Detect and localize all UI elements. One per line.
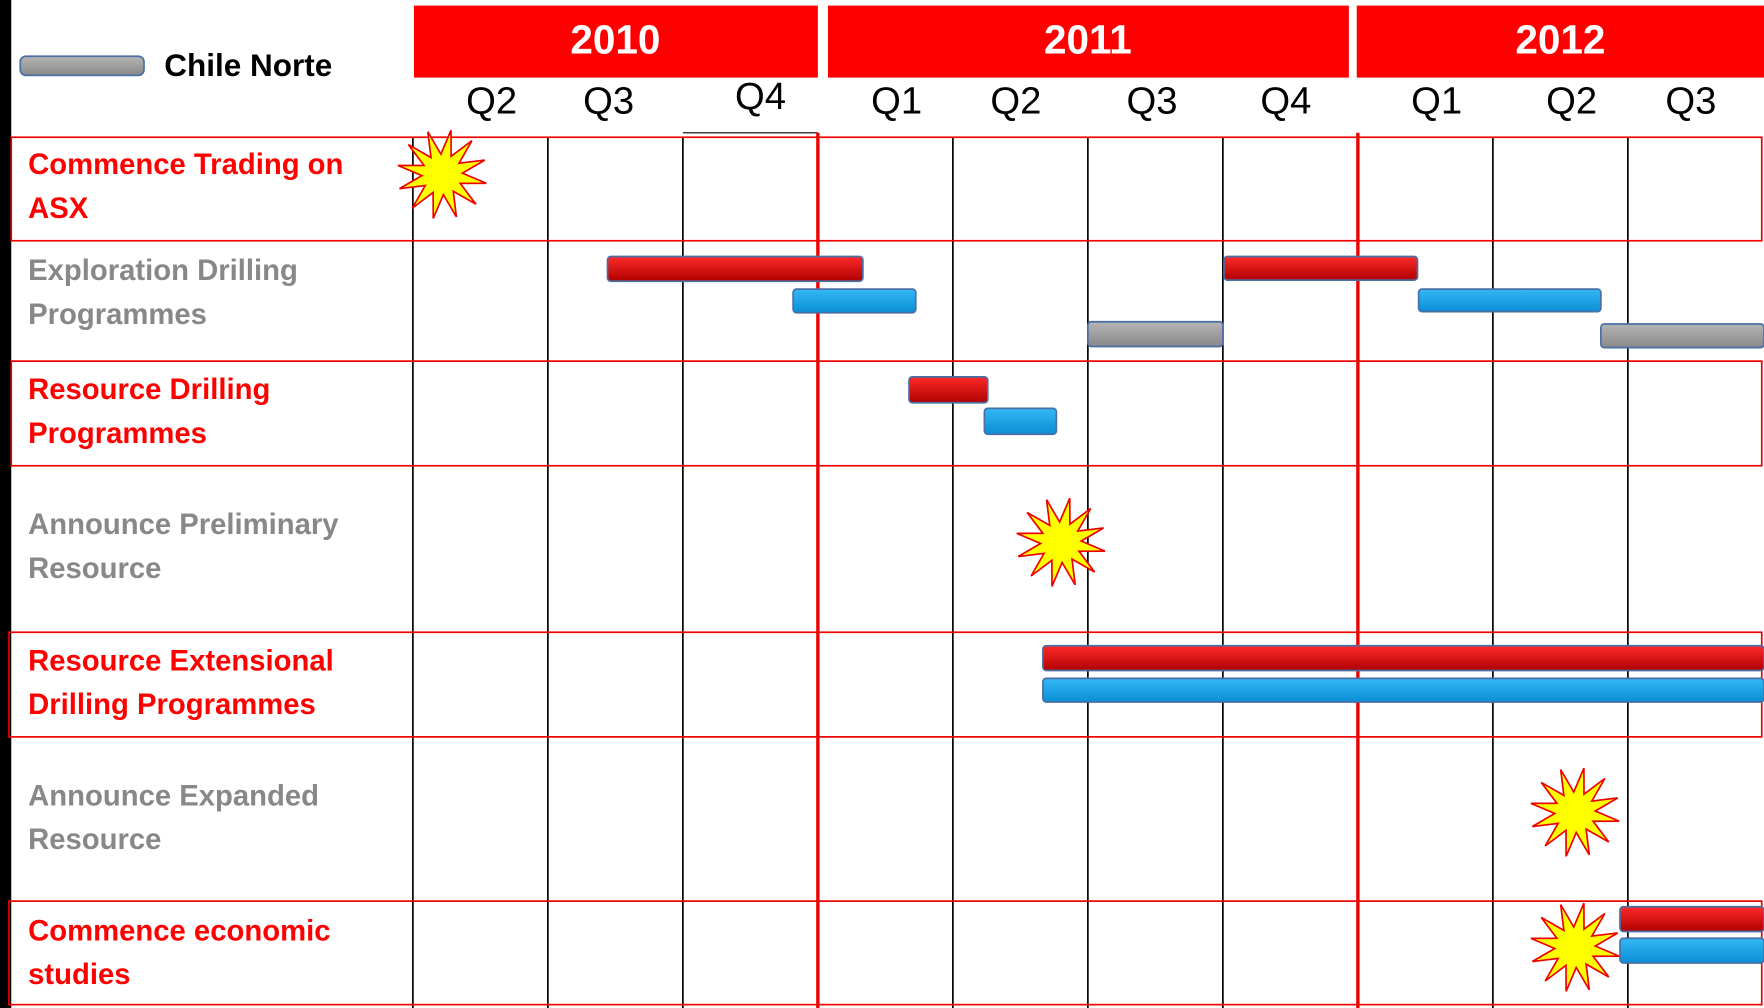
row-label: Commence economic [28,915,330,947]
year-label: 2011 [1044,16,1132,62]
bar [908,376,989,404]
bar [1042,677,1764,703]
year-header [1356,5,1764,78]
bar [792,288,917,314]
milestones [397,129,1620,992]
milestone-star [1016,497,1106,587]
bar [606,255,864,283]
quarter-label: Q2 [990,80,1041,123]
year-label: 2010 [570,16,660,62]
milestone-star [1530,902,1620,992]
bar [1223,255,1419,281]
legend-swatch [19,55,145,77]
row-label: ASX [28,193,89,225]
quarter-label: Q1 [871,80,922,123]
bar [1417,288,1602,313]
left-strip [0,0,12,1008]
bar [1619,905,1764,933]
bar [1600,323,1764,349]
row-label: Resource Extensional [28,645,334,677]
quarter-label: Q4 [735,75,786,118]
milestone-star [1530,767,1620,857]
row-label: Programmes [28,418,207,450]
year-header [828,5,1349,78]
row-label: Resource Drilling [28,374,270,406]
row-box [10,136,1763,242]
milestone-star [397,129,487,219]
row-label: Announce Expanded [28,780,319,812]
row-label: Drilling Programmes [28,689,316,721]
row-box [10,360,1763,467]
quarter-label: Q2 [466,80,517,123]
bar [1619,937,1764,964]
row-label: Commence Trading on [28,149,343,181]
quarter-label: Q2 [1546,80,1597,123]
quarter-label: Q3 [1665,80,1716,123]
quarter-label: Q3 [1126,80,1177,123]
bar [983,407,1058,436]
legend-label: Chile Norte [164,47,332,83]
row-label: studies [28,959,130,991]
row-label: Programmes [28,299,207,331]
row-label: Announce Preliminary [28,509,339,541]
quarter-label: Q4 [1260,80,1311,123]
row-label: Resource [28,824,161,856]
quarter-label: Q3 [583,80,634,123]
quarter-label: Q1 [1411,80,1462,123]
year-header [414,5,818,78]
bar [1087,320,1224,348]
row-label: Resource [28,553,161,585]
row-label: Exploration Drilling [28,255,298,287]
bars [606,255,1764,964]
bar [1042,644,1764,672]
year-label: 2012 [1515,16,1605,62]
